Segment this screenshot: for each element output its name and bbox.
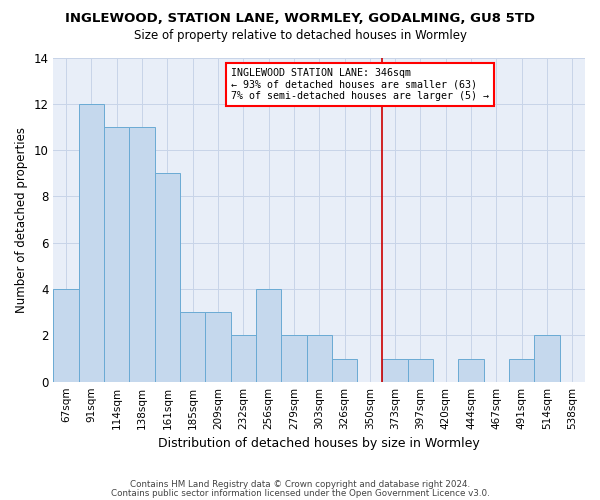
Bar (535, 336, 560, 382)
Text: Size of property relative to detached houses in Wormley: Size of property relative to detached ho… (133, 29, 467, 42)
Bar (382, 358, 408, 382)
Bar (256, 289, 281, 382)
Text: INGLEWOOD, STATION LANE, WORMLEY, GODALMING, GU8 5TD: INGLEWOOD, STATION LANE, WORMLEY, GODALM… (65, 12, 535, 26)
Bar (180, 312, 205, 382)
Bar (155, 174, 180, 382)
Bar (79, 104, 104, 382)
Bar (104, 127, 130, 382)
Y-axis label: Number of detached properties: Number of detached properties (15, 126, 28, 312)
Bar (408, 358, 433, 382)
Text: Contains HM Land Registry data © Crown copyright and database right 2024.: Contains HM Land Registry data © Crown c… (130, 480, 470, 489)
Bar (281, 336, 307, 382)
X-axis label: Distribution of detached houses by size in Wormley: Distribution of detached houses by size … (158, 437, 480, 450)
Bar (458, 358, 484, 382)
Bar (332, 358, 357, 382)
Bar (205, 312, 230, 382)
Bar (509, 358, 535, 382)
Text: Contains public sector information licensed under the Open Government Licence v3: Contains public sector information licen… (110, 488, 490, 498)
Bar (230, 336, 256, 382)
Text: INGLEWOOD STATION LANE: 346sqm
← 93% of detached houses are smaller (63)
7% of s: INGLEWOOD STATION LANE: 346sqm ← 93% of … (230, 68, 488, 101)
Bar (130, 127, 155, 382)
Bar (53, 289, 79, 382)
Bar (307, 336, 332, 382)
